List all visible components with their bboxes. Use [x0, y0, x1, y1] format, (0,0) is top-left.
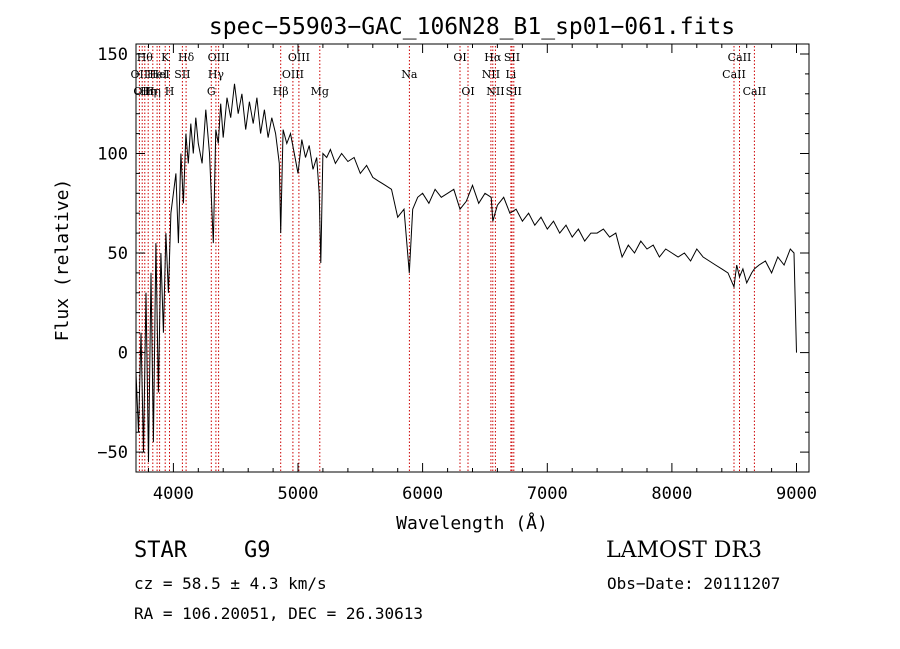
spectral-line-label: Hα — [484, 51, 502, 64]
obs-date: Obs−Date: 20111207 — [607, 574, 781, 593]
x-tick-label: 4000 — [153, 484, 194, 504]
coordinates: RA = 106.20051, DEC = 26.30613 — [134, 604, 423, 623]
spectral-line-label: Na — [401, 68, 418, 81]
flux-series-line — [135, 83, 797, 463]
spectral-line-label: SII — [504, 51, 520, 64]
spectral-line-label: SII — [506, 85, 522, 98]
y-tick-label: 50 — [108, 244, 128, 264]
spectral-line-label: OIII — [208, 51, 230, 64]
y-tick-label: 0 — [118, 344, 128, 364]
spectral-line-label: Hη — [140, 85, 156, 98]
spectral-line-label: OI — [461, 85, 474, 98]
x-tick-label: 7000 — [527, 484, 568, 504]
x-tick-label: 8000 — [651, 484, 692, 504]
x-tick-label: 5000 — [278, 484, 319, 504]
spectral-line-label: OIII — [282, 68, 304, 81]
y-tick-label: 100 — [97, 145, 128, 165]
spectral-line-label: OII — [133, 85, 151, 98]
spectral-line-label: Hδ — [178, 51, 195, 64]
spectral-line-label: Hβ — [273, 85, 289, 98]
spectral-line-label: HeI — [147, 68, 167, 81]
spectral-line-label: NII — [486, 85, 504, 98]
spectral-line-label: Hγ — [208, 68, 225, 81]
spectral-line-label: OIII — [288, 51, 310, 64]
spectral-line-label: CaII — [722, 68, 746, 81]
spectral-line-label: HeI — [149, 68, 169, 81]
x-tick-label: 9000 — [776, 484, 817, 504]
plot-frame — [135, 43, 810, 473]
spectral-line-label: SII — [174, 68, 190, 81]
x-axis-label: Wavelength (Å) — [396, 512, 548, 534]
spectral-line-label: Li — [505, 68, 516, 81]
subclass: G9 — [244, 538, 271, 563]
spectral-line-label: K — [161, 51, 170, 64]
y-axis-label: Flux (relative) — [52, 179, 73, 342]
chart-title: spec−55903−GAC_106N28_B1_sp01−061.fits — [209, 14, 735, 40]
spectral-line-label: Hη — [145, 85, 161, 98]
spectral-line-label: Hθ — [137, 51, 154, 64]
spectral-line-label: G — [207, 85, 216, 98]
x-tick-label: 6000 — [402, 484, 443, 504]
y-tick-label: 150 — [97, 45, 128, 65]
spectral-line-label: OII — [131, 68, 149, 81]
redshift-text: cz = 58.5 ± 4.3 km/s — [134, 574, 327, 593]
spectral-line-label: NII — [482, 68, 500, 81]
object-class: STAR — [134, 538, 187, 563]
spectral-line-label: OI — [453, 51, 466, 64]
spectral-line-label: H — [165, 85, 175, 98]
spectral-line-label: Mg — [311, 85, 329, 98]
survey-name: LAMOST DR3 — [606, 538, 762, 563]
spectral-line-label: CaII — [728, 51, 752, 64]
y-tick-label: −50 — [97, 443, 128, 463]
spectral-line-label: CaII — [743, 85, 767, 98]
